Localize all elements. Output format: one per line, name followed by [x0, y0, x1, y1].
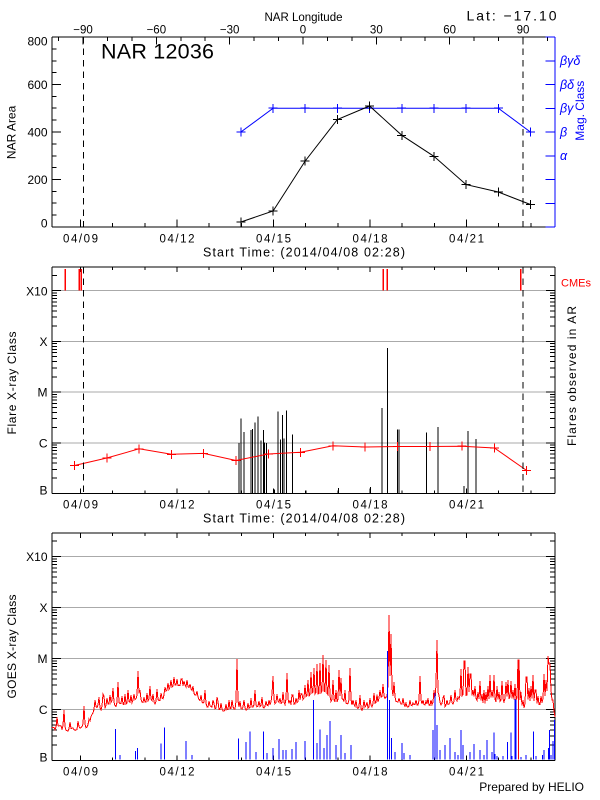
svg-text:Start Time: (2014/04/08 02:28): Start Time: (2014/04/08 02:28)	[203, 512, 405, 526]
svg-text:B: B	[39, 483, 47, 497]
svg-text:C: C	[39, 703, 48, 717]
svg-text:04/15: 04/15	[256, 767, 291, 779]
svg-text:X: X	[39, 601, 47, 615]
svg-text:Start Time: (2014/04/08 02:28): Start Time: (2014/04/08 02:28)	[203, 246, 405, 260]
svg-text:M: M	[38, 385, 48, 399]
svg-text:04/09: 04/09	[63, 767, 98, 779]
svg-text:04/18: 04/18	[353, 767, 388, 779]
svg-text:NAR Area: NAR Area	[5, 105, 19, 159]
svg-text:04/15: 04/15	[256, 234, 291, 246]
svg-text:800: 800	[27, 34, 47, 48]
svg-text:400: 400	[27, 125, 47, 139]
svg-text:600: 600	[27, 78, 47, 92]
svg-text:04/12: 04/12	[160, 500, 195, 512]
svg-text:βγ: βγ	[559, 102, 574, 116]
svg-text:04/21: 04/21	[449, 767, 484, 779]
svg-text:Mag. Class: Mag. Class	[573, 81, 587, 141]
svg-text:04/12: 04/12	[160, 767, 195, 779]
svg-text:−90: −90	[73, 25, 93, 37]
svg-text:−60: −60	[147, 25, 167, 37]
svg-text:C: C	[39, 437, 48, 451]
svg-text:−30: −30	[220, 25, 240, 37]
svg-text:X10: X10	[26, 285, 48, 299]
svg-text:04/09: 04/09	[63, 500, 98, 512]
svg-text:0: 0	[41, 216, 48, 230]
svg-text:α: α	[560, 149, 568, 163]
svg-text:GOES X-ray Class: GOES X-ray Class	[5, 595, 19, 699]
svg-text:04/21: 04/21	[449, 500, 484, 512]
svg-text:200: 200	[27, 173, 47, 187]
svg-text:04/15: 04/15	[256, 500, 291, 512]
svg-text:NAR Longitude: NAR Longitude	[265, 12, 343, 24]
svg-text:β: β	[559, 125, 567, 139]
svg-text:04/12: 04/12	[160, 234, 195, 246]
svg-text:04/18: 04/18	[353, 500, 388, 512]
svg-text:90: 90	[517, 25, 530, 37]
svg-text:X10: X10	[26, 550, 48, 564]
svg-text:Flare X-ray Class: Flare X-ray Class	[5, 332, 19, 435]
svg-text:30: 30	[370, 25, 383, 37]
svg-text:βδ: βδ	[559, 78, 575, 92]
svg-text:04/21: 04/21	[449, 234, 484, 246]
svg-text:04/18: 04/18	[353, 234, 388, 246]
svg-text:CMEs: CMEs	[561, 277, 591, 289]
svg-text:Lat: −17.10: Lat: −17.10	[467, 8, 557, 24]
svg-text:B: B	[39, 750, 47, 764]
svg-text:04/09: 04/09	[63, 234, 98, 246]
svg-text:0: 0	[300, 25, 306, 37]
svg-text:Prepared by HELIO: Prepared by HELIO	[479, 780, 584, 794]
svg-text:Flares observed in AR: Flares observed in AR	[565, 306, 579, 446]
svg-text:βγδ: βγδ	[559, 54, 581, 68]
svg-text:60: 60	[443, 25, 456, 37]
svg-text:NAR 12036: NAR 12036	[101, 40, 214, 64]
svg-text:M: M	[38, 652, 48, 666]
svg-text:X: X	[39, 335, 47, 349]
